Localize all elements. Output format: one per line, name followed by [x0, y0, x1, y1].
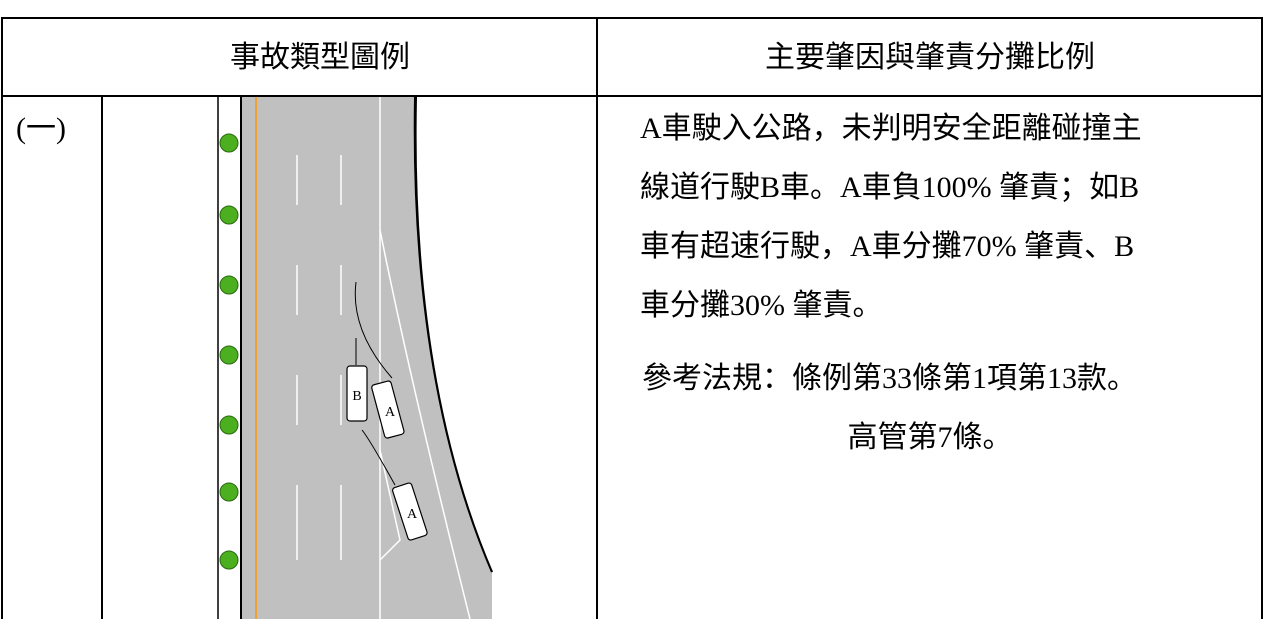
header-cell: 事故類型圖例 [230, 41, 410, 74]
reference-line: 高管第7條。 [848, 421, 1013, 454]
description-line: 線道行駛B車。A車負100% 肇責；如B [640, 171, 1139, 204]
description: A車駛入公路，未判明安全距離碰撞主 線道行駛B車。A車負100% 肇責；如B 車… [640, 112, 1142, 454]
table-grid [1, 17, 1263, 619]
description-line: 車有超速行駛，A車分攤70% 肇責、B [640, 230, 1134, 263]
header-cell: 主要肇因與肇責分攤比例 [765, 41, 1095, 74]
reference-line: 參考法規：條例第33條第1項第13款。 [642, 362, 1137, 395]
description-line: A車駛入公路，未判明安全距離碰撞主 [640, 112, 1142, 145]
car-label: A [407, 507, 418, 522]
car-label: B [352, 389, 361, 404]
car-label: A [385, 405, 396, 420]
accident-diagram: B A A [216, 96, 493, 620]
row-number: (一) [16, 112, 66, 145]
description-line: 車分攤30% 肇責。 [640, 289, 883, 322]
